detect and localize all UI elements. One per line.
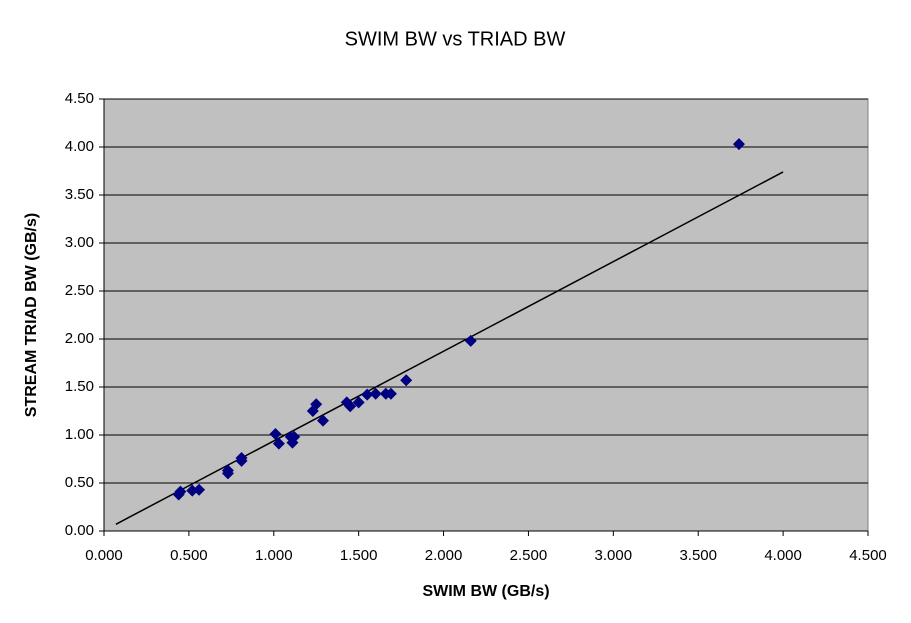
- point: [464, 334, 477, 347]
- plot-area: [103, 98, 869, 532]
- y-tick-label: 1.00: [65, 426, 94, 443]
- point: [384, 387, 397, 400]
- y-tick-label: 4.50: [65, 90, 94, 107]
- point: [361, 388, 374, 401]
- x-tick-label: 4.500: [849, 547, 887, 564]
- point: [221, 464, 234, 477]
- x-axis-title: SWIM BW (GB/s): [422, 583, 549, 600]
- point: [344, 400, 357, 413]
- x-tick-label: 1.500: [340, 547, 378, 564]
- x-tick-label: 0.000: [85, 547, 123, 564]
- x-tick-label: 3.000: [595, 547, 633, 564]
- y-tick-label: 3.50: [65, 186, 94, 203]
- point: [235, 452, 248, 465]
- point: [400, 374, 413, 387]
- x-tick-label: 2.000: [425, 547, 463, 564]
- point: [310, 398, 323, 411]
- y-tick-label: 2.00: [65, 330, 94, 347]
- point: [288, 430, 301, 443]
- point: [369, 387, 382, 400]
- point: [317, 414, 330, 427]
- point: [272, 437, 285, 450]
- x-tick-label: 4.000: [764, 547, 802, 564]
- point: [193, 483, 206, 496]
- x-tick-label: 0.500: [170, 547, 208, 564]
- y-tick-label: 0.00: [65, 522, 94, 539]
- point: [269, 428, 282, 441]
- y-tick-label: 3.00: [65, 234, 94, 251]
- point: [352, 396, 365, 409]
- y-tick-label: 1.50: [65, 378, 94, 395]
- x-tick-label: 3.500: [679, 547, 717, 564]
- y-axis-title: STREAM TRIAD BW (GB/s): [23, 213, 40, 417]
- x-tick-label: 2.500: [510, 547, 548, 564]
- point: [732, 138, 745, 151]
- x-tick-label: 1.000: [255, 547, 293, 564]
- y-tick-label: 2.50: [65, 282, 94, 299]
- y-tick-label: 0.50: [65, 474, 94, 491]
- chart-title: SWIM BW vs TRIAD BW: [345, 28, 566, 50]
- y-tick-label: 4.00: [65, 138, 94, 155]
- point: [174, 485, 187, 498]
